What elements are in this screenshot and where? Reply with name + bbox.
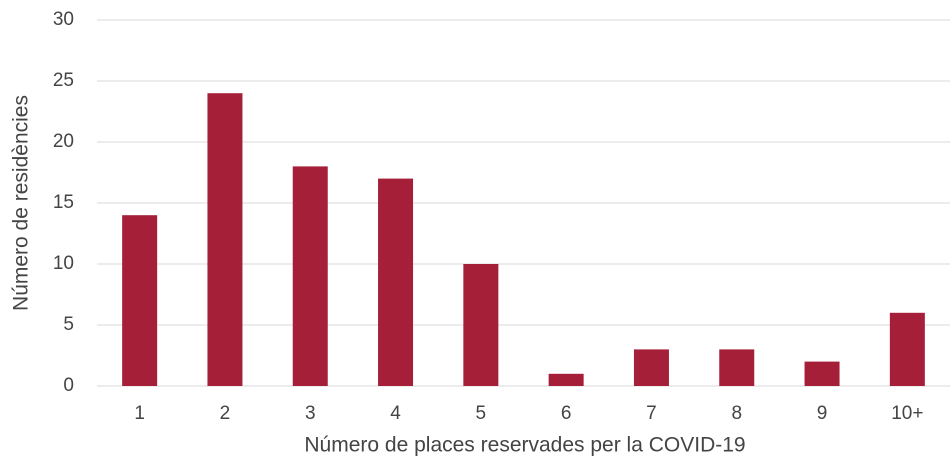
y-tick-label: 0 — [63, 375, 74, 396]
bar — [548, 373, 584, 386]
y-tick-label: 30 — [53, 9, 74, 30]
bar — [719, 349, 755, 386]
x-tick-label: 8 — [731, 403, 742, 424]
bar — [804, 361, 840, 386]
y-axis-title: Número de residències — [10, 95, 33, 311]
bar — [207, 93, 243, 386]
x-tick-label: 5 — [476, 403, 487, 424]
y-tick-label: 20 — [53, 131, 74, 152]
bar — [122, 215, 158, 386]
x-tick-label: 10+ — [891, 403, 923, 424]
y-tick-label: 5 — [63, 314, 74, 335]
bar — [463, 264, 499, 386]
y-tick-label: 25 — [53, 70, 74, 91]
x-tick-label: 3 — [305, 403, 316, 424]
y-tick-label: 10 — [53, 253, 74, 274]
x-tick-label: 4 — [390, 403, 401, 424]
bar — [292, 166, 328, 386]
bar — [633, 349, 669, 386]
bar — [378, 178, 414, 386]
y-tick-label: 15 — [53, 192, 74, 213]
x-tick-label: 1 — [134, 403, 145, 424]
bar — [889, 312, 925, 386]
x-tick-label: 6 — [561, 403, 572, 424]
x-axis-title: Número de places reservades per la COVID… — [304, 434, 745, 457]
x-tick-label: 2 — [220, 403, 231, 424]
x-tick-label: 7 — [646, 403, 657, 424]
x-tick-label: 9 — [817, 403, 828, 424]
